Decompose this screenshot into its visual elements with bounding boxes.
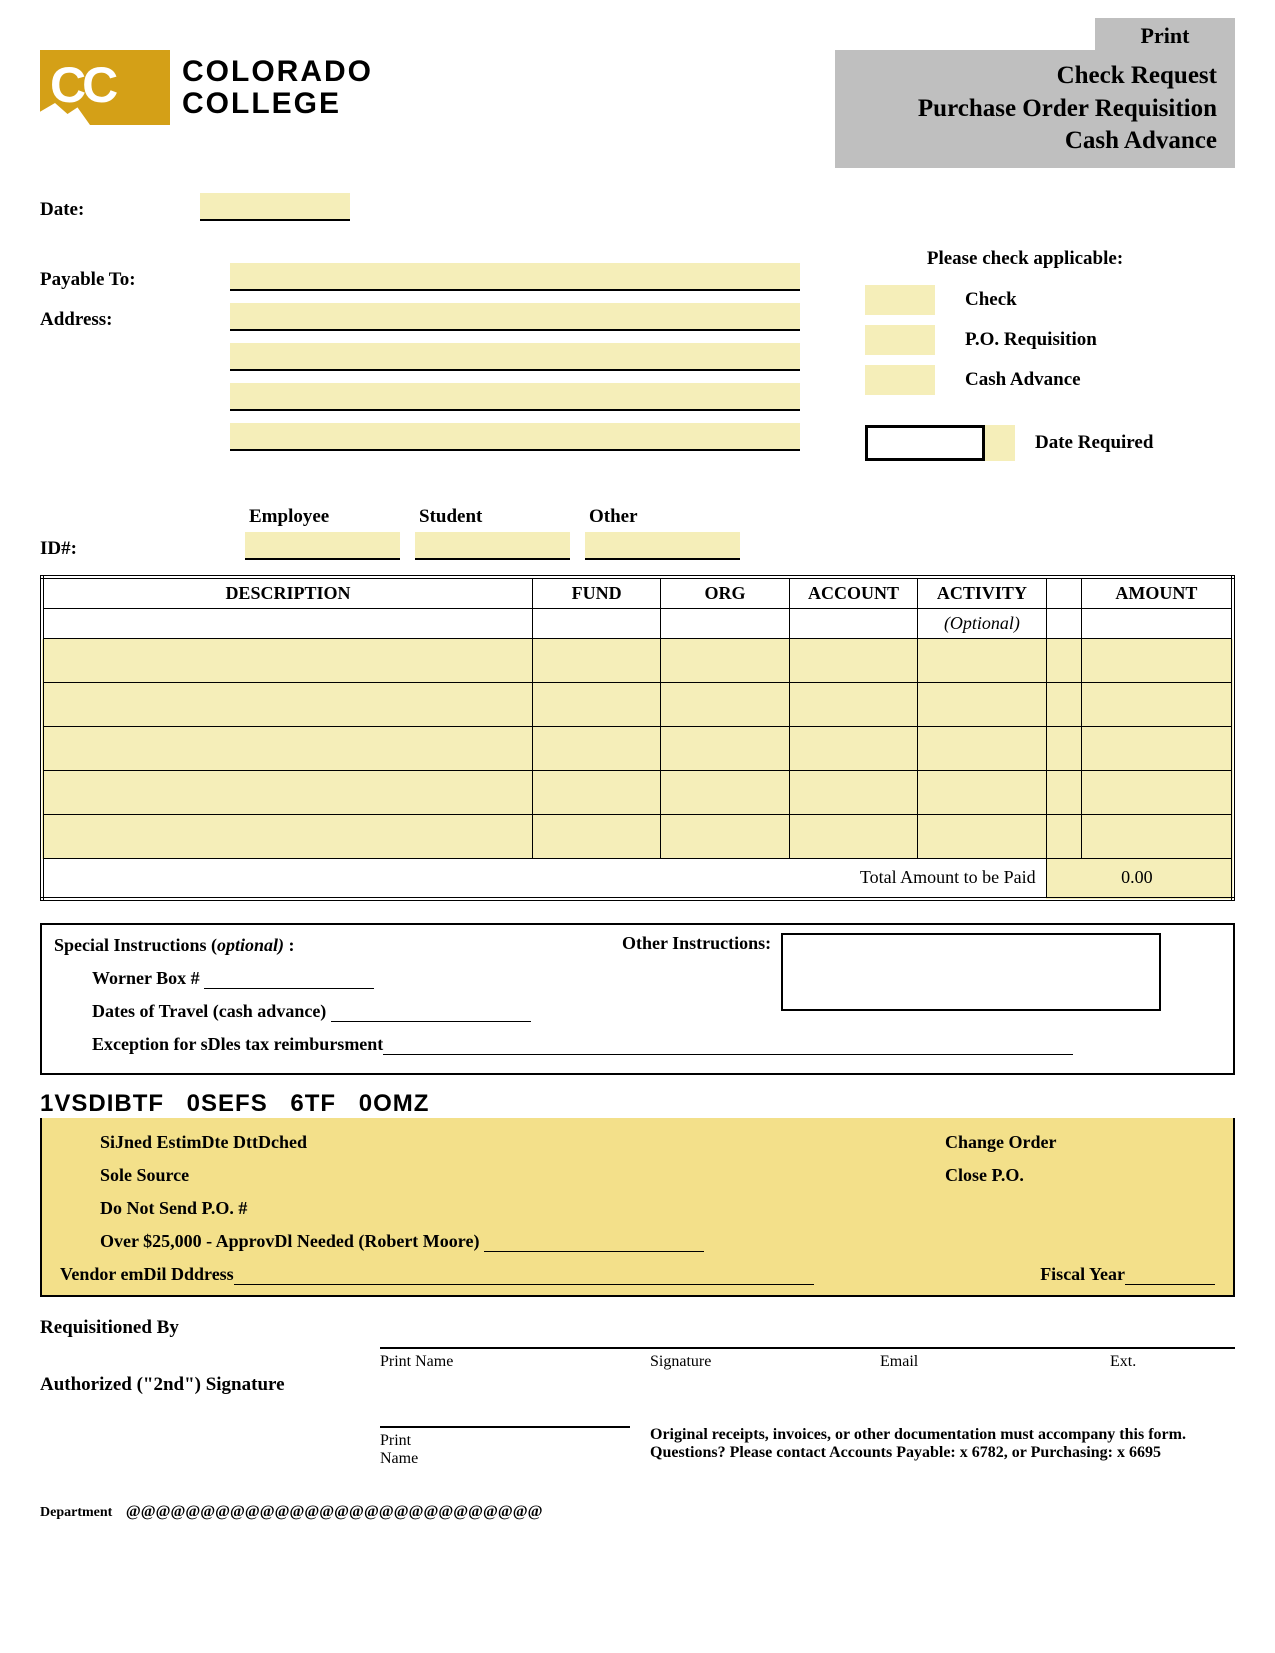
cash-adv-label: Cash Advance	[965, 369, 1185, 391]
vendor-email-label: Vendor emDil Dddress	[60, 1264, 234, 1284]
employee-input[interactable]	[245, 532, 400, 560]
print-button[interactable]: Print	[1095, 18, 1235, 54]
th-amount: AMOUNT	[1081, 577, 1233, 609]
over-25k-label: Over $25,000 - ApprovDl Needed (Robert M…	[100, 1231, 479, 1251]
do-not-send-label: Do Not Send P.O. #	[100, 1198, 247, 1219]
table-row[interactable]	[42, 727, 1233, 771]
po-req-checkbox[interactable]	[865, 325, 935, 355]
vendor-email-input[interactable]	[234, 1284, 814, 1285]
total-label: Total Amount to be Paid	[42, 859, 1046, 899]
payable-input[interactable]	[230, 263, 800, 291]
address-input-1[interactable]	[230, 303, 800, 331]
employee-label: Employee	[249, 506, 329, 528]
logo-text-2: COLLEGE	[182, 88, 373, 120]
exception-input[interactable]	[383, 1054, 1073, 1055]
table-row[interactable]	[42, 683, 1233, 727]
department-value: @@@@@@@@@@@@@@@@@@@@@@@@@@@@	[126, 1503, 543, 1520]
footer-note: Original receipts, invoices, or other do…	[630, 1426, 1235, 1468]
email-label: Email	[880, 1353, 1110, 1371]
table-row[interactable]	[42, 639, 1233, 683]
spec-header: Special Instructions (	[54, 935, 217, 955]
form-title: Check Request Purchase Order Requisition…	[835, 50, 1235, 168]
other-instr-label: Other Instructions:	[622, 933, 771, 954]
department-label: Department	[40, 1505, 112, 1520]
dates-travel-input[interactable]	[331, 1021, 531, 1022]
date-input[interactable]	[200, 193, 350, 221]
fiscal-year-label: Fiscal Year	[1040, 1264, 1125, 1284]
logo-text-1: COLORADO	[182, 56, 373, 88]
ext-label: Ext.	[1110, 1353, 1210, 1371]
title-line-3: Cash Advance	[853, 125, 1217, 158]
date-required-yellow	[985, 425, 1015, 461]
fiscal-year-input[interactable]	[1125, 1284, 1215, 1285]
address-input-3[interactable]	[230, 383, 800, 411]
print-name-2-label: Print Name	[380, 1432, 630, 1468]
check-checkbox[interactable]	[865, 285, 935, 315]
special-instructions-box: Special Instructions (optional) : Worner…	[40, 923, 1235, 1075]
other-input[interactable]	[585, 532, 740, 560]
exception-label: Exception for sDles tax reimbursment	[92, 1034, 383, 1054]
table-row[interactable]	[42, 771, 1233, 815]
table-row[interactable]	[42, 815, 1233, 859]
date-required-label: Date Required	[1035, 432, 1153, 454]
total-amount: 0.00	[1046, 859, 1233, 899]
date-required-input[interactable]	[865, 425, 985, 461]
title-line-1: Check Request	[853, 60, 1217, 93]
th-fund: FUND	[532, 577, 660, 609]
other-label: Other	[589, 506, 638, 528]
title-line-2: Purchase Order Requisition	[853, 93, 1217, 126]
logo: CC COLORADO COLLEGE	[40, 50, 373, 125]
signature-line-1[interactable]: Print Name Signature Email Ext.	[380, 1347, 1235, 1371]
signature-label: Signature	[650, 1353, 880, 1371]
worner-input[interactable]	[204, 988, 374, 989]
payable-label: Payable To:	[40, 269, 210, 291]
print-name-label: Print Name	[380, 1353, 650, 1371]
check-applicable-header: Please check applicable:	[865, 248, 1185, 270]
spec-optional: optional)	[217, 935, 284, 955]
line-items-table: DESCRIPTION FUND ORG ACCOUNT ACTIVITY AM…	[40, 575, 1235, 901]
change-order-label: Change Order	[945, 1132, 1185, 1153]
requisitioned-by-label: Requisitioned By	[40, 1317, 380, 1339]
th-blank	[1046, 577, 1081, 609]
th-account: ACCOUNT	[789, 577, 917, 609]
over-25k-input[interactable]	[484, 1251, 704, 1252]
other-instr-input[interactable]	[781, 933, 1161, 1011]
po-use-only-header: 1VSDIBTF 0SEFS 6TF 0OMZ	[40, 1090, 1235, 1118]
worner-label: Worner Box #	[92, 968, 200, 988]
cash-adv-checkbox[interactable]	[865, 365, 935, 395]
th-activity: ACTIVITY	[918, 577, 1046, 609]
sole-source-label: Sole Source	[100, 1165, 189, 1186]
dates-travel-label: Dates of Travel (cash advance)	[92, 1001, 326, 1021]
po-use-only-box: SiJned EstimDte DttDched Change Order So…	[40, 1118, 1235, 1297]
address-input-4[interactable]	[230, 423, 800, 451]
po-req-label: P.O. Requisition	[965, 329, 1185, 351]
address-input-2[interactable]	[230, 343, 800, 371]
close-po-label: Close P.O.	[945, 1165, 1185, 1186]
student-input[interactable]	[415, 532, 570, 560]
address-label: Address:	[40, 309, 210, 331]
signed-estimate-label: SiJned EstimDte DttDched	[100, 1132, 307, 1153]
signature-line-2[interactable]: Print Name	[380, 1426, 630, 1468]
spec-colon: :	[284, 935, 295, 955]
check-label: Check	[965, 289, 1185, 311]
id-label: ID#:	[40, 538, 210, 560]
authorized-2nd-label: Authorized ("2nd") Signature	[40, 1374, 380, 1396]
optional-label: (Optional)	[918, 609, 1046, 639]
th-description: DESCRIPTION	[42, 577, 532, 609]
date-label: Date:	[40, 199, 100, 221]
th-org: ORG	[661, 577, 789, 609]
student-label: Student	[419, 506, 482, 528]
